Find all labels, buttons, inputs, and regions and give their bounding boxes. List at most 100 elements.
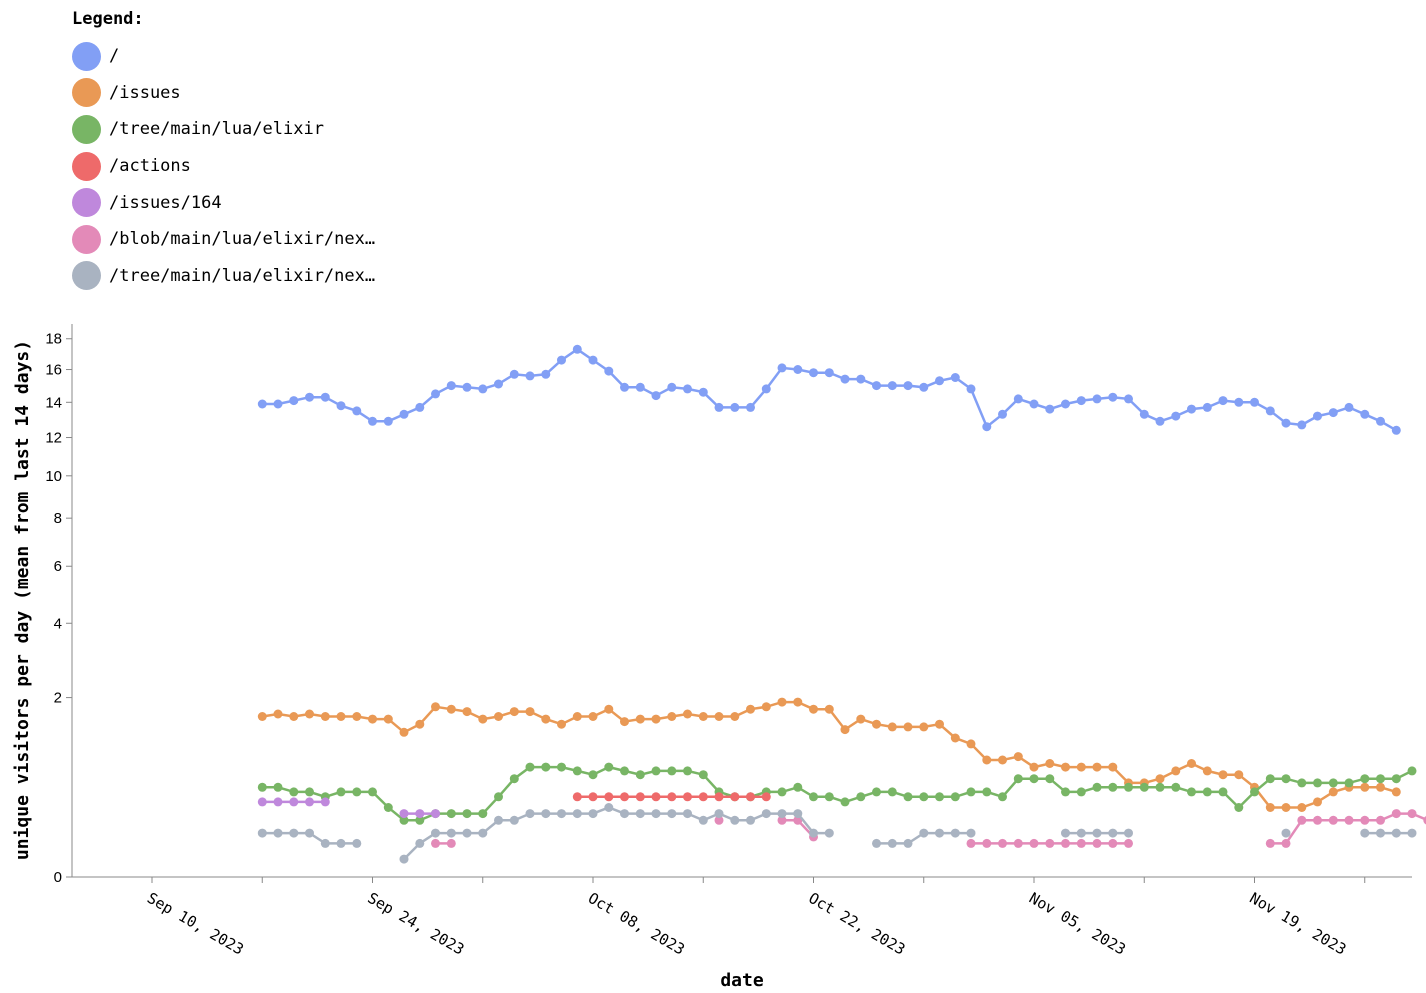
data-point[interactable] (1344, 402, 1354, 412)
data-point[interactable] (273, 782, 283, 792)
data-point[interactable] (698, 815, 708, 825)
data-point[interactable] (1124, 394, 1133, 404)
data-point[interactable] (1061, 838, 1070, 848)
data-point[interactable] (1250, 397, 1259, 407)
data-point[interactable] (1155, 416, 1165, 426)
data-point[interactable] (730, 712, 740, 721)
data-point[interactable] (462, 382, 472, 392)
data-point[interactable] (667, 792, 677, 802)
data-point[interactable] (651, 714, 661, 724)
data-point[interactable] (903, 838, 913, 848)
data-point[interactable] (714, 712, 724, 721)
data-point[interactable] (683, 384, 692, 394)
data-point[interactable] (1407, 828, 1417, 838)
data-point[interactable] (635, 714, 645, 724)
data-point[interactable] (903, 381, 913, 391)
data-point[interactable] (1376, 416, 1385, 426)
data-point[interactable] (1061, 787, 1070, 797)
data-point[interactable] (998, 409, 1007, 419)
data-point[interactable] (620, 766, 629, 776)
data-point[interactable] (273, 828, 283, 838)
data-point[interactable] (698, 712, 708, 721)
data-point[interactable] (1092, 394, 1102, 404)
data-point[interactable] (1391, 809, 1401, 819)
data-point[interactable] (998, 838, 1007, 848)
data-point[interactable] (1171, 411, 1181, 421)
data-point[interactable] (494, 712, 503, 721)
data-point[interactable] (257, 712, 267, 721)
data-point[interactable] (368, 416, 377, 426)
data-point[interactable] (257, 797, 267, 807)
data-point[interactable] (651, 391, 661, 401)
data-point[interactable] (903, 792, 913, 802)
data-point[interactable] (1076, 828, 1086, 838)
data-point[interactable] (935, 376, 944, 386)
data-point[interactable] (1045, 759, 1055, 768)
data-point[interactable] (1407, 766, 1417, 776)
data-point[interactable] (761, 792, 771, 802)
data-point[interactable] (1391, 787, 1401, 797)
legend-item[interactable]: /tree/main/lua/elixir/nex… (72, 258, 375, 295)
data-point[interactable] (509, 369, 519, 379)
data-point[interactable] (305, 797, 314, 807)
data-point[interactable] (1376, 782, 1385, 792)
data-point[interactable] (793, 809, 803, 819)
data-point[interactable] (1124, 838, 1133, 848)
data-point[interactable] (872, 381, 881, 391)
data-point[interactable] (509, 774, 519, 784)
data-point[interactable] (1328, 778, 1338, 788)
data-point[interactable] (856, 714, 866, 724)
data-point[interactable] (1076, 396, 1086, 406)
data-point[interactable] (541, 762, 551, 772)
data-point[interactable] (777, 787, 787, 797)
data-point[interactable] (336, 838, 346, 848)
data-point[interactable] (289, 797, 299, 807)
data-point[interactable] (982, 787, 992, 797)
data-point[interactable] (446, 828, 456, 838)
data-point[interactable] (1265, 774, 1275, 784)
data-point[interactable] (651, 809, 661, 819)
data-point[interactable] (289, 396, 299, 406)
data-point[interactable] (1171, 782, 1181, 792)
data-point[interactable] (1108, 782, 1118, 792)
data-point[interactable] (714, 792, 724, 802)
data-point[interactable] (809, 792, 818, 802)
data-point[interactable] (1013, 752, 1023, 762)
data-point[interactable] (935, 792, 944, 802)
data-point[interactable] (824, 704, 834, 714)
data-point[interactable] (336, 401, 346, 411)
data-point[interactable] (1045, 838, 1055, 848)
data-point[interactable] (919, 792, 929, 802)
data-point[interactable] (1297, 778, 1307, 788)
data-point[interactable] (399, 815, 409, 825)
legend-item[interactable]: /actions (72, 148, 375, 185)
data-point[interactable] (1092, 828, 1102, 838)
data-point[interactable] (1313, 815, 1322, 825)
data-point[interactable] (730, 792, 740, 802)
data-point[interactable] (635, 792, 645, 802)
data-point[interactable] (966, 787, 976, 797)
data-point[interactable] (478, 828, 488, 838)
data-point[interactable] (1029, 838, 1039, 848)
data-point[interactable] (494, 815, 503, 825)
data-point[interactable] (935, 719, 944, 729)
data-point[interactable] (1045, 774, 1055, 784)
data-point[interactable] (1328, 815, 1338, 825)
data-point[interactable] (320, 838, 330, 848)
data-point[interactable] (1391, 774, 1401, 784)
data-point[interactable] (588, 712, 598, 721)
data-point[interactable] (399, 854, 409, 864)
data-point[interactable] (651, 792, 661, 802)
data-point[interactable] (541, 809, 551, 819)
data-point[interactable] (1029, 774, 1039, 784)
data-point[interactable] (746, 704, 755, 714)
data-point[interactable] (1124, 782, 1133, 792)
data-point[interactable] (383, 416, 393, 426)
data-point[interactable] (415, 815, 425, 825)
data-point[interactable] (824, 828, 834, 838)
data-point[interactable] (714, 809, 724, 819)
data-point[interactable] (620, 792, 629, 802)
data-point[interactable] (399, 409, 409, 419)
legend-item[interactable]: /tree/main/lua/elixir (72, 111, 375, 148)
data-point[interactable] (572, 809, 582, 819)
